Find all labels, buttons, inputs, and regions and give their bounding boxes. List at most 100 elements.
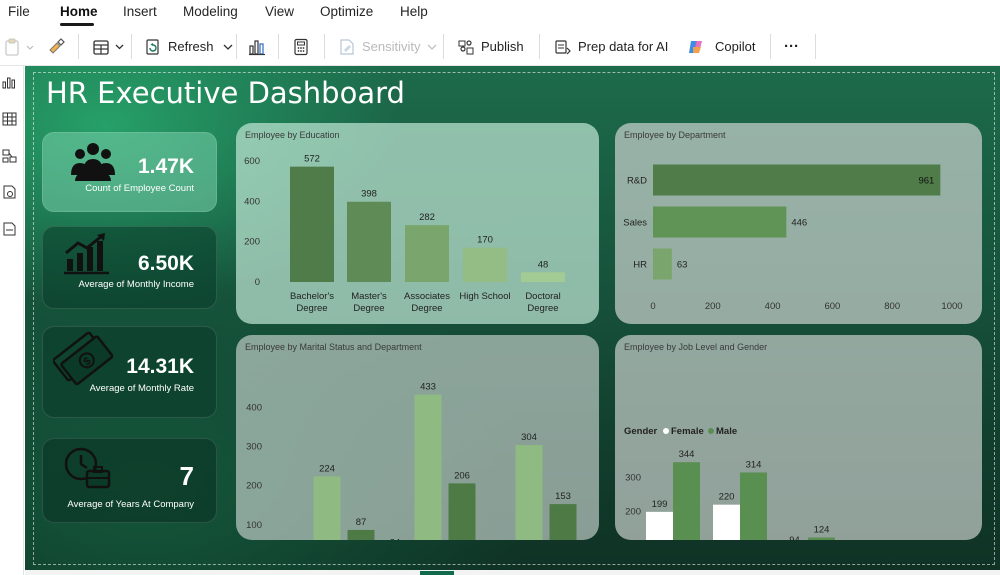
money-bills-icon: $ [53,331,114,386]
clock-briefcase-icon [64,447,111,489]
y-tick-label: R&D [627,176,647,187]
calculator-button[interactable] [292,27,310,66]
sensitivity-label: Sensitivity [362,39,421,54]
data-label: 170 [477,235,493,246]
menu-bar: File Home Insert Modeling View Optimize … [0,0,1000,27]
copilot-icon [689,40,702,53]
bar [653,248,672,280]
data-button[interactable] [92,27,126,66]
data-label: 446 [791,218,807,229]
chevron-down-icon [223,44,232,50]
ribbon-separator [443,34,444,59]
menu-file[interactable]: File [8,4,30,19]
x-tick-label: 400 [765,301,781,312]
ribbon-separator [770,34,771,59]
menu-view[interactable]: View [265,4,295,19]
menu-help[interactable]: Help [400,4,428,19]
legend-label: Female [671,426,704,437]
data-label: 94 [789,535,800,540]
active-page-tab[interactable] [420,571,454,575]
joblevel-chart-panel[interactable]: Employee by Job Level and Gender Gender F… [615,335,982,540]
menu-optimize[interactable]: Optimize [320,4,374,19]
page-tabs-strip [25,570,1000,575]
model-view-icon[interactable] [2,148,18,164]
bar [347,201,391,282]
ribbon-separator [815,34,816,59]
chevron-down-icon [427,44,436,50]
x-tick-label: Master's [351,291,387,302]
tmdl-view-icon[interactable] [2,221,18,237]
data-label: 48 [538,259,549,270]
bar [347,529,375,540]
kpi-value: 7 [179,461,194,491]
ribbon-separator [236,34,237,59]
publish-button[interactable]: Publish [457,27,524,66]
dax-query-view-icon[interactable] [2,184,18,200]
more-options-button[interactable]: ··· [784,27,799,66]
bar [549,504,577,540]
prep-data-button[interactable]: Prep data for AI [554,27,668,66]
new-visual-button[interactable] [248,27,266,66]
legend-title: Gender [624,426,658,437]
y-tick-label: 200 [246,481,262,492]
chart-title: Employee by Education [245,130,340,140]
bar [290,166,334,282]
refresh-button[interactable]: Refresh [144,27,236,66]
legend-marker-male [708,428,714,434]
bar [414,394,442,540]
paste-button[interactable] [5,27,35,66]
kpi-card-monthly-income[interactable]: 6.50K Average of Monthly Income [42,226,217,309]
report-canvas: HR Executive Dashboard 1.47K Count of Em… [25,66,1000,570]
bar [653,206,787,238]
y-tick-label: 200 [244,237,260,248]
data-label: 282 [419,212,435,223]
ribbon-separator [278,34,279,59]
menu-home[interactable]: Home [60,4,98,19]
menu-modeling[interactable]: Modeling [183,4,238,19]
view-switcher-pane [0,66,24,575]
data-label: 87 [356,517,367,528]
chart-title: Employee by Marital Status and Departmen… [245,342,422,352]
y-tick-label: 300 [625,472,641,483]
data-label: 63 [677,260,688,271]
sensitivity-button[interactable]: Sensitivity [338,27,439,66]
format-painter-button[interactable] [47,27,65,66]
x-tick-label: 600 [824,301,840,312]
bar [313,476,341,540]
data-label: 34 [390,538,401,540]
x-tick-label: 0 [650,301,655,312]
kpi-card-years-at-company[interactable]: 7 Average of Years At Company [42,438,217,523]
data-label: 206 [454,470,470,481]
x-tick-label: Associates [404,291,450,302]
menu-insert[interactable]: Insert [123,4,157,19]
department-chart-panel[interactable]: Employee by Department R&D 961 Sales 446 HR 6… [615,123,982,324]
kpi-value: 1.47K [137,155,194,178]
copilot-button[interactable]: Copilot [687,27,755,66]
data-label: 961 [918,176,934,187]
kpi-card-employee-count[interactable]: 1.47K Count of Employee Count [42,132,217,212]
data-label: 224 [319,463,335,474]
kpi-card-monthly-rate[interactable]: $ 14.31K Average of Monthly Rate [42,326,217,418]
kpi-value: 6.50K [137,252,194,275]
data-label: 304 [521,432,537,443]
format-painter-icon [49,37,65,54]
sensitivity-icon [340,38,354,55]
kpi-label: Average of Monthly Rate [89,383,194,394]
x-tick-label: Degree [353,303,384,314]
bar [405,225,449,282]
x-tick-label: Bachelor's [290,291,334,302]
education-chart-panel[interactable]: Employee by Education 0 200 400 600 572 Bache… [236,123,599,324]
marital-chart-panel[interactable]: Employee by Marital Status and Departmen… [236,335,599,540]
paste-icon [5,38,34,56]
table-view-icon[interactable] [2,111,18,127]
refresh-icon [146,38,159,55]
bar-female [646,511,673,540]
legend-label: Male [716,426,737,437]
calculator-icon [294,38,308,55]
prep-data-icon [555,39,571,54]
report-view-icon[interactable] [2,74,18,90]
chart-title: Employee by Department [624,130,726,140]
y-tick-label: HR [633,260,647,271]
data-label: 344 [679,449,695,460]
